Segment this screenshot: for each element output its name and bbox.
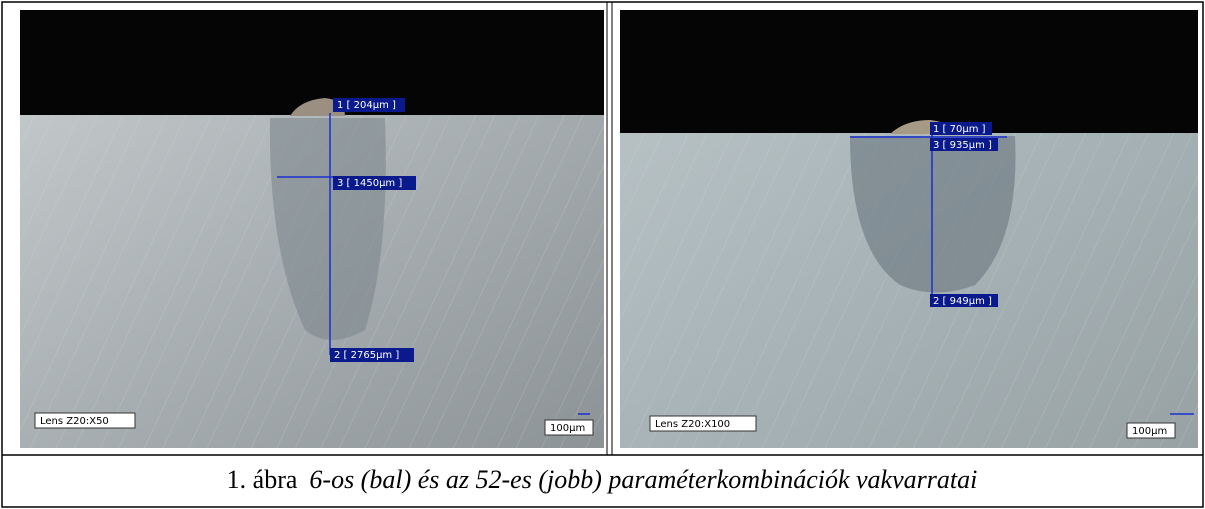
scale-label: 100µm xyxy=(550,423,585,434)
caption-text: 6-os (bal) és az 52-es (jobb) paraméterk… xyxy=(309,465,977,494)
measurement-label: 3 [ 935µm ] xyxy=(933,140,992,151)
measurement-label: 3 [ 1450µm ] xyxy=(337,178,402,189)
measurement-label: 1 [ 204µm ] xyxy=(337,100,396,111)
measurement-label: 1 [ 70µm ] xyxy=(933,124,986,135)
caption-number: 1. ábra xyxy=(227,465,298,494)
measurement-label: 2 [ 2765µm ] xyxy=(334,350,399,361)
figure: 1 [ 204µm ] 3 [ 1450µm ] 2 [ 2765µm ] Le… xyxy=(0,0,1205,509)
micrograph-left: 1 [ 204µm ] 3 [ 1450µm ] 2 [ 2765µm ] Le… xyxy=(20,10,604,448)
caption: 1. ábra 6-os (bal) és az 52-es (jobb) par… xyxy=(227,465,978,494)
micrograph-right: 1 [ 70µm ] 3 [ 935µm ] 2 [ 949µm ] Lens … xyxy=(620,10,1198,448)
measurement-label: 2 [ 949µm ] xyxy=(933,296,992,307)
scale-label: 100µm xyxy=(1132,426,1167,437)
lens-label: Lens Z20:X50 xyxy=(40,416,109,427)
lens-label: Lens Z20:X100 xyxy=(655,419,730,430)
